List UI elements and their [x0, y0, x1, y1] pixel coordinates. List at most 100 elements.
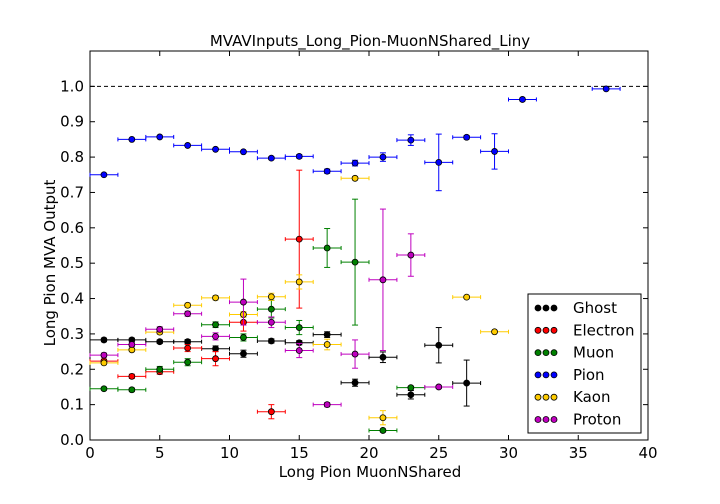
y-tick-label: 0.1	[60, 396, 84, 414]
legend-marker	[534, 393, 542, 401]
data-point	[351, 159, 359, 167]
data-point	[295, 347, 303, 354]
legend-label: Muon	[573, 344, 614, 362]
y-tick-label: 0.2	[60, 360, 84, 378]
x-tick-label: 5	[155, 444, 165, 462]
data-point	[128, 136, 136, 143]
data-point	[212, 145, 219, 153]
data-point	[128, 386, 136, 394]
legend-marker	[542, 371, 550, 379]
y-tick-label: 0.5	[60, 254, 84, 272]
legend-label: Kaon	[573, 388, 610, 406]
y-tick-label: 0.3	[60, 325, 84, 343]
data-point	[435, 341, 443, 349]
data-point	[212, 355, 219, 363]
legend-marker	[534, 416, 542, 423]
data-point	[156, 133, 164, 141]
series-ghost	[89, 327, 482, 407]
data-point	[379, 153, 387, 161]
data-point	[184, 344, 192, 352]
data-point	[407, 136, 415, 144]
data-point	[212, 345, 219, 353]
data-point	[267, 305, 275, 313]
data-point	[100, 385, 108, 393]
y-tick-label: 0.6	[60, 219, 84, 237]
legend-marker	[534, 304, 542, 312]
legend-marker	[550, 416, 558, 423]
data-point	[379, 276, 387, 284]
legend-marker	[550, 326, 558, 334]
y-tick-label: 1.0	[60, 77, 84, 95]
data-point	[156, 365, 164, 373]
data-point	[491, 328, 498, 336]
data-point	[463, 379, 471, 387]
data-point	[295, 235, 303, 243]
data-point	[351, 258, 359, 266]
legend-marker	[550, 371, 558, 379]
legend-label: Proton	[573, 411, 621, 429]
x-tick-label: 15	[290, 444, 309, 462]
data-point	[240, 334, 247, 341]
y-tick-label: 0.4	[60, 290, 84, 308]
data-point	[267, 154, 275, 162]
data-point	[128, 372, 136, 380]
legend-marker	[542, 326, 550, 334]
legend-marker	[542, 304, 550, 312]
y-tick-label: 0.8	[60, 148, 84, 166]
data-point	[323, 244, 331, 252]
data-point	[184, 142, 192, 149]
data-point	[212, 332, 219, 340]
data-point	[267, 337, 275, 345]
data-point	[463, 293, 471, 301]
data-point	[379, 427, 387, 434]
data-point	[267, 318, 275, 326]
legend-marker	[534, 349, 542, 357]
legend-label: Ghost	[573, 299, 617, 317]
data-point	[323, 167, 331, 175]
data-point	[184, 358, 192, 366]
data-point	[212, 294, 219, 302]
data-point	[351, 174, 359, 182]
x-tick-label: 35	[569, 444, 588, 462]
data-point	[351, 379, 359, 387]
data-point	[351, 350, 359, 358]
data-point	[212, 321, 219, 329]
data-point	[240, 298, 247, 306]
data-point	[435, 158, 443, 166]
y-tick-label: 0.7	[60, 183, 84, 201]
data-point	[240, 148, 247, 156]
data-point	[407, 251, 415, 259]
legend-marker	[542, 349, 550, 357]
legend-label: Pion	[573, 366, 605, 384]
x-tick-label: 0	[85, 444, 95, 462]
data-point	[519, 96, 526, 103]
data-point	[267, 293, 275, 301]
legend-marker	[550, 304, 558, 312]
data-point	[323, 331, 331, 339]
x-tick-label: 10	[220, 444, 239, 462]
legend-label: Electron	[573, 321, 635, 339]
data-point	[100, 171, 108, 179]
data-point	[491, 148, 498, 155]
data-point	[240, 350, 247, 358]
data-point	[323, 341, 331, 348]
data-point	[100, 359, 108, 367]
data-point	[379, 353, 387, 361]
x-tick-label: 30	[499, 444, 518, 462]
data-point	[407, 391, 415, 399]
x-tick-label: 20	[359, 444, 378, 462]
legend-marker	[542, 393, 550, 401]
series-pion	[89, 85, 621, 192]
data-point	[184, 310, 192, 318]
legend-marker	[534, 326, 542, 334]
data-point	[267, 408, 275, 416]
data-point	[463, 133, 471, 141]
x-tick-label: 25	[429, 444, 448, 462]
data-point	[100, 336, 108, 344]
series-muon	[89, 198, 426, 434]
data-point	[128, 341, 136, 348]
data-point	[184, 301, 192, 309]
data-point	[100, 351, 108, 359]
data-point	[156, 338, 164, 346]
